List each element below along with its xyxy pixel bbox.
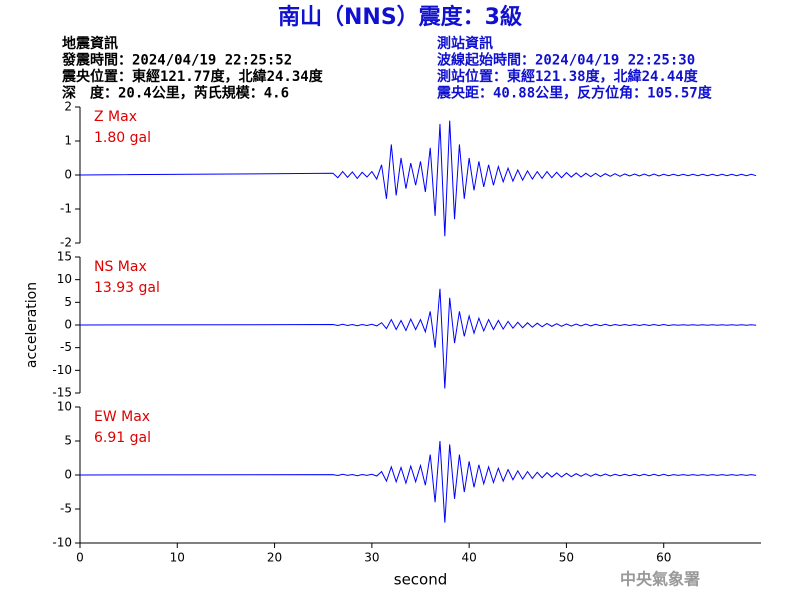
y-tick-label: 15 bbox=[57, 250, 72, 264]
y-tick-label: 1 bbox=[64, 134, 72, 148]
waveform bbox=[79, 120, 757, 237]
x-tick-label: 30 bbox=[364, 551, 379, 565]
x-tick-label: 0 bbox=[76, 551, 84, 565]
panel-value: 13.93 gal bbox=[94, 280, 160, 296]
header-right: 測站位置：東經121.38度，北緯24.44度 bbox=[437, 68, 699, 85]
y-tick-label: 0 bbox=[64, 168, 72, 182]
x-axis-label: second bbox=[394, 571, 448, 589]
footer: 中央氣象署 bbox=[620, 570, 700, 589]
header-right: 測站資訊 bbox=[437, 35, 493, 52]
y-tick-label: 0 bbox=[64, 318, 72, 332]
y-tick-label: 0 bbox=[64, 468, 72, 482]
panel-label: EW Max bbox=[94, 409, 150, 425]
y-axis-label: acceleration bbox=[24, 282, 40, 368]
panel-label: NS Max bbox=[94, 259, 147, 275]
header-left: 震央位置：東經121.77度，北緯24.34度 bbox=[61, 68, 324, 85]
panel-label: Z Max bbox=[94, 109, 137, 125]
x-tick-label: 40 bbox=[462, 551, 477, 565]
header-right: 波線起始時間：2024/04/19 22:25:30 bbox=[437, 52, 695, 69]
y-tick-label: -5 bbox=[60, 502, 72, 516]
header-right: 震央距：40.88公里，反方位角：105.57度 bbox=[436, 85, 713, 102]
header-left: 深 度：20.4公里，芮氏規模：4.6 bbox=[62, 85, 289, 102]
y-tick-label: -2 bbox=[60, 236, 72, 250]
y-tick-label: -15 bbox=[52, 386, 72, 400]
header-left: 地震資訊 bbox=[62, 35, 118, 52]
y-tick-label: 5 bbox=[64, 434, 72, 448]
x-tick-label: 10 bbox=[170, 551, 185, 565]
x-tick-label: 20 bbox=[267, 551, 282, 565]
y-tick-label: 5 bbox=[64, 295, 72, 309]
x-tick-label: 60 bbox=[656, 551, 671, 565]
header-left: 發震時間：2024/04/19 22:25:52 bbox=[61, 52, 292, 69]
y-tick-label: 10 bbox=[57, 272, 72, 286]
x-tick-label: 50 bbox=[559, 551, 574, 565]
waveform bbox=[79, 288, 757, 389]
y-tick-label: 2 bbox=[64, 100, 72, 114]
y-tick-label: -5 bbox=[60, 340, 72, 354]
y-tick-label: -10 bbox=[52, 363, 72, 377]
y-tick-label: -1 bbox=[60, 202, 72, 216]
waveform bbox=[79, 440, 757, 523]
panel-value: 6.91 gal bbox=[94, 430, 151, 446]
title: 南山（NNS）震度：3級 bbox=[278, 4, 522, 30]
panel-value: 1.80 gal bbox=[94, 130, 151, 146]
y-tick-label: -10 bbox=[52, 536, 72, 550]
y-tick-label: 10 bbox=[57, 400, 72, 414]
